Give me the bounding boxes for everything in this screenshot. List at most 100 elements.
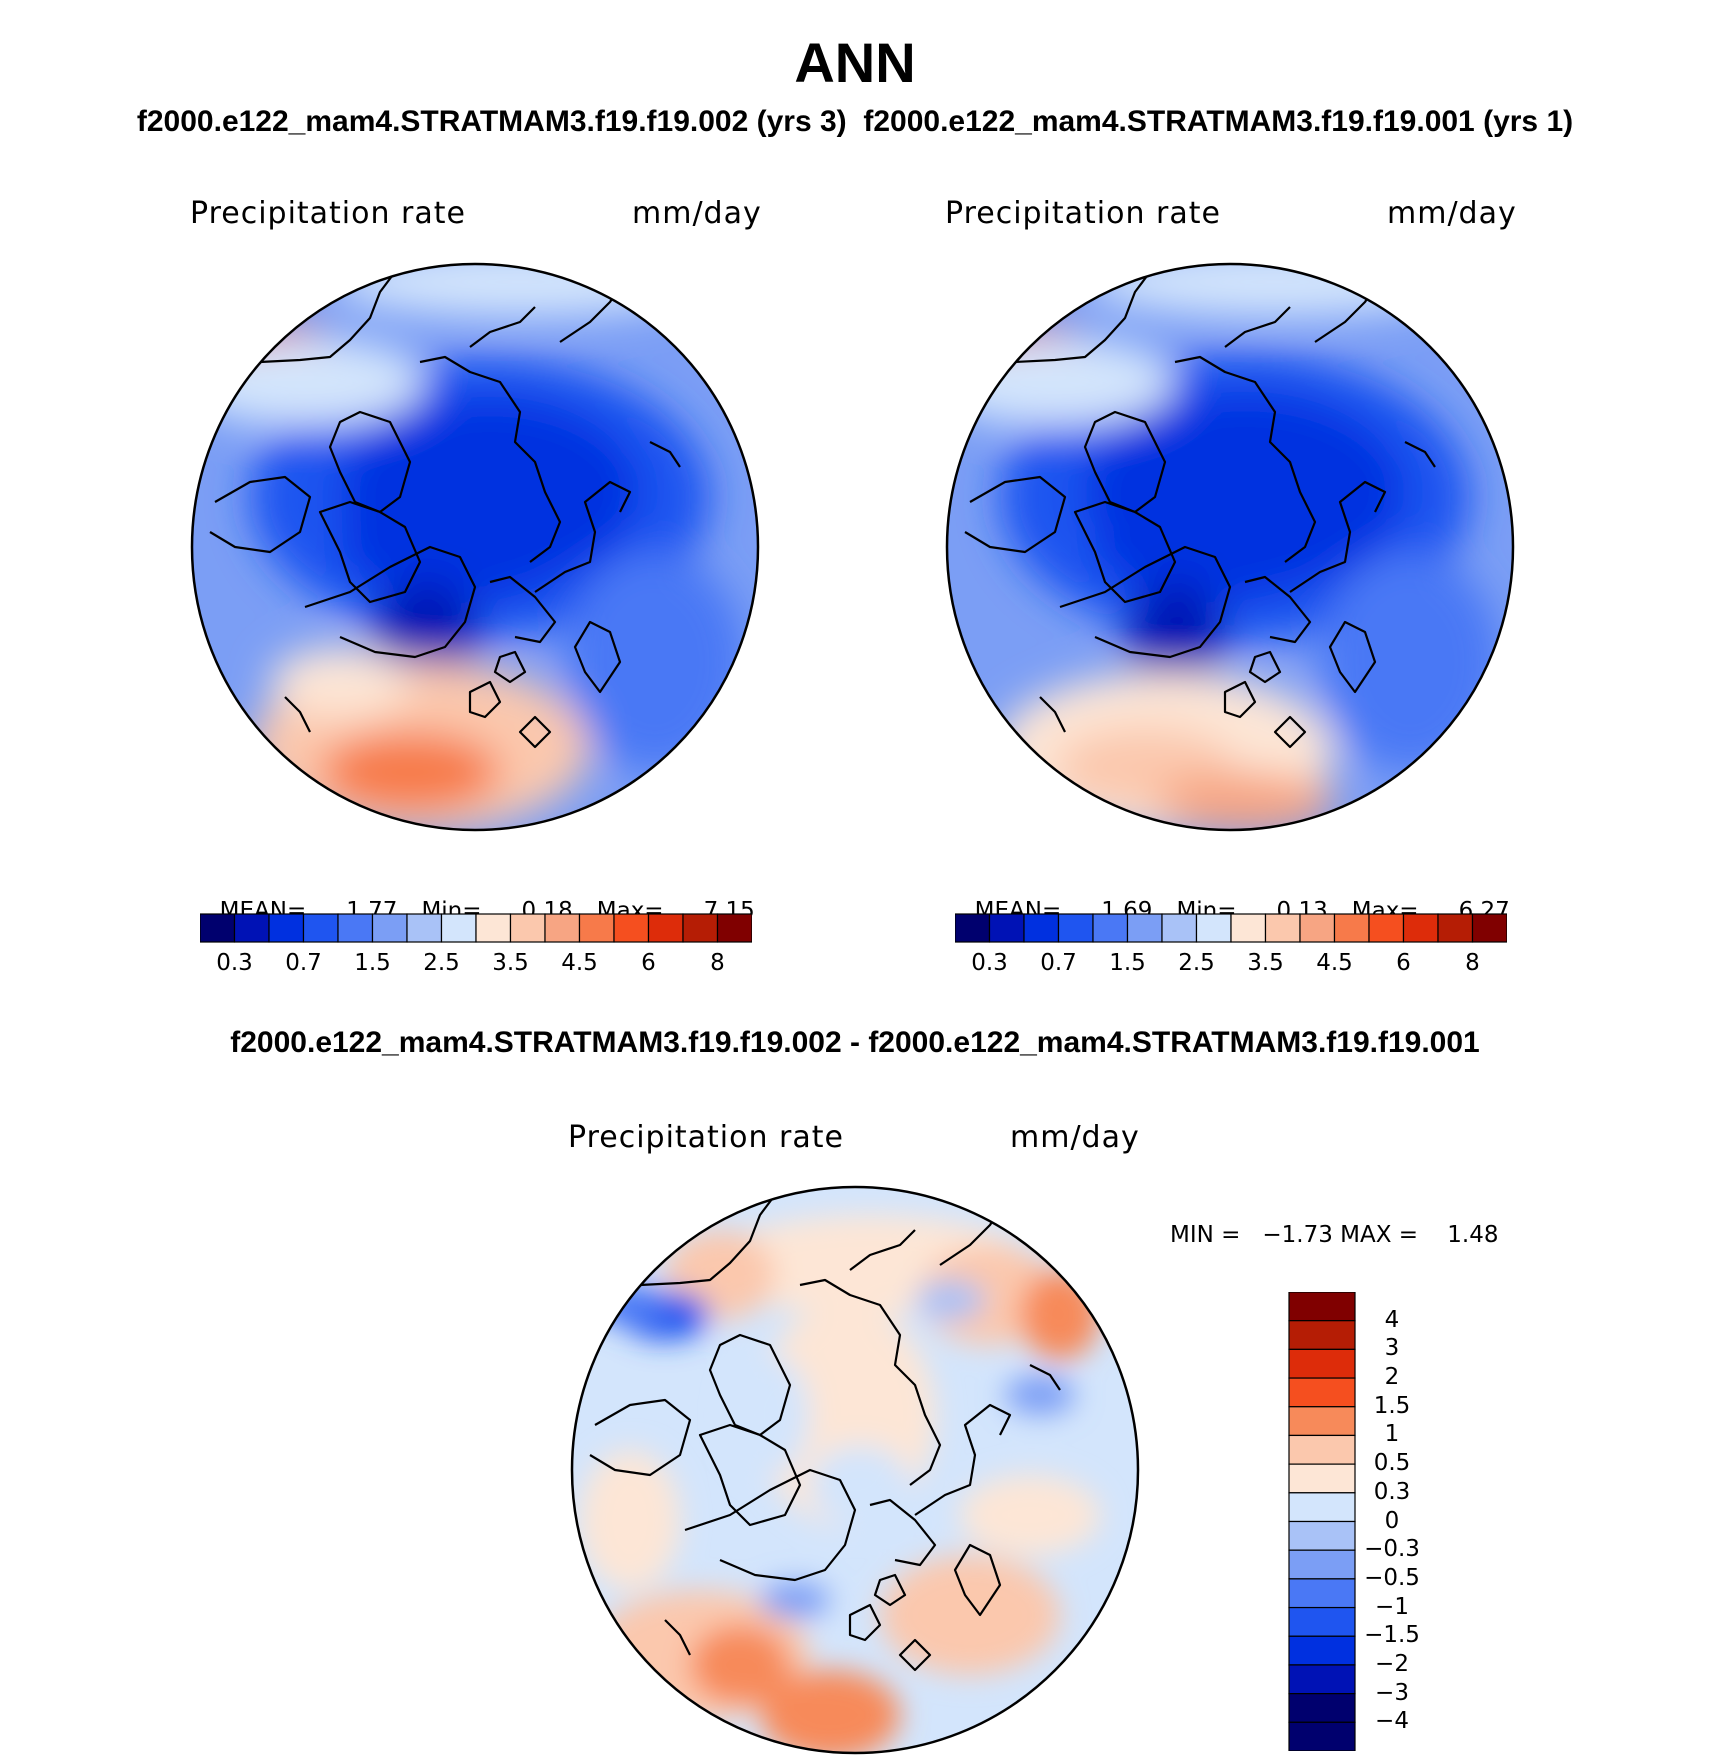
panel2-colorbar-swatch (1264, 913, 1301, 943)
panel2-colorbar-swatch (1195, 913, 1232, 943)
panel3-colorbar-swatch (1288, 1606, 1356, 1637)
panel1-colorbar-tick-label: 0.3 (216, 950, 253, 976)
panel1-colorbar-tick-label: 4.5 (561, 950, 598, 976)
panel1-colorbar-swatch (578, 913, 615, 943)
panel2-colorbar-swatch (955, 913, 991, 943)
panel1-colorbar-swatch (647, 913, 684, 943)
panel2-colorbar-swatch (1437, 913, 1474, 943)
panel3-colorbar-tick-label: −3 (1375, 1679, 1409, 1706)
difference-subtitle: f2000.e122_mam4.STRATMAM3.f19.f19.002 - … (230, 1026, 1480, 1059)
panel2-colorbar-swatch (1230, 913, 1267, 943)
panel3-colorbar-swatch (1288, 1292, 1356, 1322)
panel1-colorbar-swatch (716, 913, 752, 943)
panel3-colorbar-tick-label: 0 (1384, 1507, 1400, 1534)
panel2-colorbar-tick-label: 6 (1396, 950, 1411, 976)
panel2-colorbar-swatch (1126, 913, 1163, 943)
panel2-colorbar-swatch (1299, 913, 1336, 943)
panel2-colorbar-ticks: 0.3 0.7 1.5 2.5 3.5 4.5 6 8 (955, 950, 1507, 980)
panel3-colorbar-swatch (1288, 1320, 1356, 1350)
panel3-colorbar-swatch (1288, 1434, 1356, 1465)
panel1-coastlines (209, 266, 681, 749)
panel2-variable-label: Precipitation rate (945, 196, 1221, 231)
panel2-colorbar-swatch (988, 913, 1025, 943)
panel3-stats: MIN = −1.73 MAX = 1.48 (1170, 1222, 1499, 1248)
panel2-colorbar-tick-label: 0.3 (971, 950, 1008, 976)
panel3-colorbar-tick-label: 1.5 (1373, 1392, 1411, 1419)
panel3-colorbar-tick-label: −4 (1375, 1708, 1409, 1735)
panel3-polar-map (570, 1185, 1140, 1755)
panel3-colorbar-swatch (1288, 1406, 1356, 1437)
panel1-map-border (190, 262, 760, 832)
panel1-colorbar-swatch (337, 913, 374, 943)
panel2-colorbar-tick-label: 4.5 (1316, 950, 1353, 976)
panel3-colorbar-swatch (1288, 1463, 1356, 1494)
panel3-colorbar-swatch (1288, 1721, 1356, 1751)
panel1-colorbar-swatch (302, 913, 339, 943)
panel2-colorbar-swatch (1057, 913, 1094, 943)
panel2-colorbar-swatch (1333, 913, 1370, 943)
panel3-colorbar-tick-label: −1.5 (1364, 1622, 1420, 1649)
panel2-colorbar-swatch (1402, 913, 1439, 943)
panel3-colorbar-swatch (1288, 1377, 1356, 1408)
panel3-colorbar-swatch (1288, 1693, 1356, 1723)
panel2-colorbar-tick-label: 0.7 (1040, 950, 1077, 976)
panel1-colorbar-swatch (509, 913, 546, 943)
top-row-subtitle: f2000.e122_mam4.STRATMAM3.f19.f19.002 (y… (136, 105, 1574, 138)
panel1-polar-map (190, 262, 760, 832)
panel2-colorbar-swatch (1023, 913, 1060, 943)
panel1-colorbar-swatch (682, 913, 719, 943)
panel3-colorbar-swatch (1288, 1635, 1356, 1666)
panel2-colorbar-swatch (1471, 913, 1507, 943)
panel1-colorbar-swatch (544, 913, 581, 943)
panel1-colorbar-swatch (613, 913, 650, 943)
panel3-colorbar-swatch (1288, 1492, 1356, 1523)
panel1-variable-label: Precipitation rate (190, 196, 466, 231)
panel2-colorbar-tick-label: 2.5 (1178, 950, 1215, 976)
panel3-variable-label: Precipitation rate (568, 1120, 844, 1155)
panel1-colorbar (200, 913, 752, 943)
panel1-colorbar-tick-label: 1.5 (354, 950, 391, 976)
panel3-colorbar-tick-label: −1 (1375, 1593, 1409, 1620)
panel2-colorbar-swatch (1092, 913, 1129, 943)
panel1-colorbar-tick-label: 3.5 (492, 950, 529, 976)
panel2-map-border (945, 262, 1515, 832)
panel3-colorbar-ticks: 4 3 2 1.5 1 0.5 0.3 0 −0.3 −0.5 −1 −1.5 −2 −3 −4 (1362, 1292, 1472, 1751)
panel1-colorbar-tick-label: 8 (710, 950, 725, 976)
panel3-units-label: mm/day (1010, 1120, 1140, 1155)
panel1-colorbar-tick-label: 0.7 (285, 950, 322, 976)
panel1-colorbar-swatch (371, 913, 408, 943)
panel2-colorbar-tick-label: 3.5 (1247, 950, 1284, 976)
panel3-colorbar-swatch (1288, 1520, 1356, 1551)
panel3-colorbar-tick-label: 4 (1384, 1306, 1400, 1333)
panel3-colorbar-tick-label: −2 (1375, 1650, 1409, 1677)
panel1-colorbar-swatch (268, 913, 305, 943)
panel3-colorbar-tick-label: 2 (1384, 1364, 1400, 1391)
panel3-colorbar-swatch (1288, 1664, 1356, 1695)
panel3-colorbar-swatch (1288, 1348, 1356, 1379)
panel2-colorbar (955, 913, 1507, 943)
panel3-colorbar-swatch (1288, 1578, 1356, 1609)
panel2-colorbar-swatch (1161, 913, 1198, 943)
panel1-colorbar-swatch (200, 913, 236, 943)
panel1-colorbar-swatch (406, 913, 443, 943)
panel3-colorbar-tick-label: −0.3 (1364, 1536, 1420, 1563)
panel3-colorbar-tick-label: 1 (1384, 1421, 1400, 1448)
panel2-colorbar-tick-label: 1.5 (1109, 950, 1146, 976)
panel3-colorbar-swatch (1288, 1549, 1356, 1580)
panel1-colorbar-tick-label: 6 (641, 950, 656, 976)
panel1-colorbar-swatch (440, 913, 477, 943)
panel1-units-label: mm/day (632, 196, 762, 231)
panel1-colorbar-swatch (233, 913, 270, 943)
panel2-units-label: mm/day (1387, 196, 1517, 231)
panel2-colorbar-tick-label: 8 (1465, 950, 1480, 976)
panel3-colorbar-tick-label: −0.5 (1364, 1564, 1420, 1591)
panel3-map-border (570, 1185, 1140, 1755)
panel3-colorbar-tick-label: 0.5 (1373, 1450, 1411, 1477)
panel1-colorbar-tick-label: 2.5 (423, 950, 460, 976)
figure-title: ANN (794, 31, 916, 94)
panel3-colorbar (1288, 1292, 1356, 1751)
panel2-colorbar-swatch (1368, 913, 1405, 943)
panel3-colorbar-tick-label: 0.3 (1373, 1478, 1411, 1505)
panel3-colorbar-tick-label: 3 (1384, 1335, 1400, 1362)
panel1-colorbar-ticks: 0.3 0.7 1.5 2.5 3.5 4.5 6 8 (200, 950, 752, 980)
